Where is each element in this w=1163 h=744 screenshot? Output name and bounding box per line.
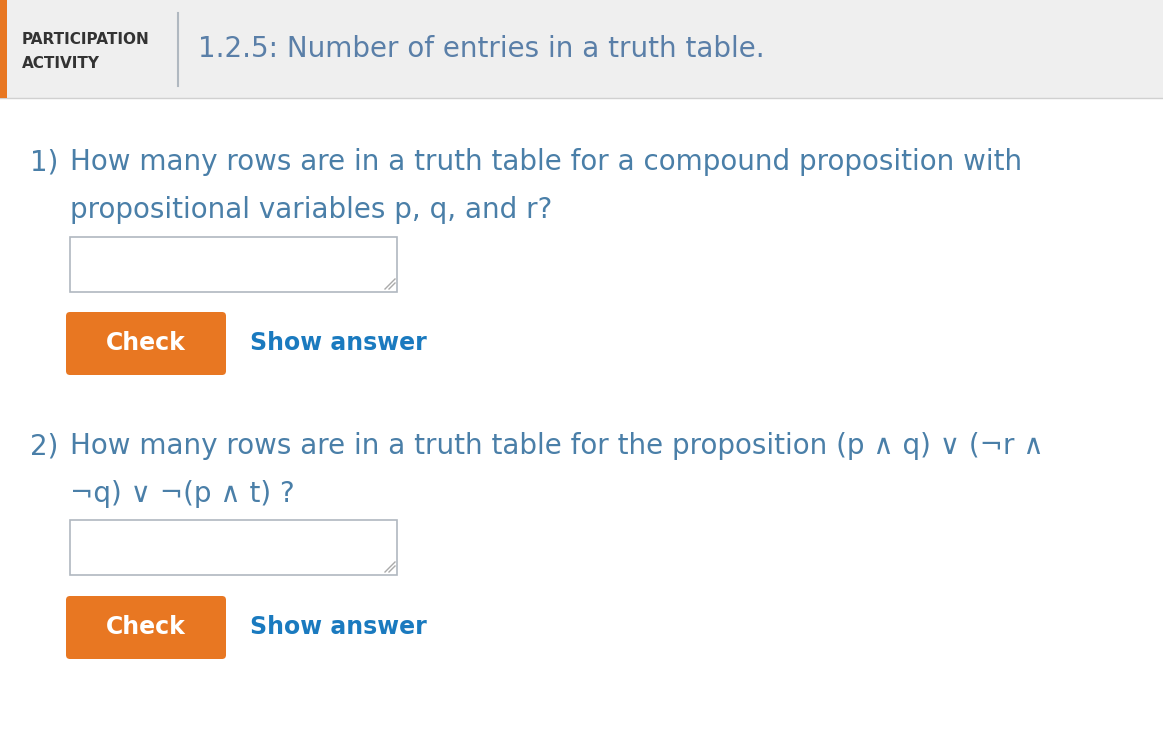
FancyBboxPatch shape [66,596,226,659]
FancyBboxPatch shape [0,0,1163,98]
Text: How many rows are in a truth table for a compound proposition with: How many rows are in a truth table for a… [70,148,1022,176]
FancyBboxPatch shape [70,237,397,292]
FancyBboxPatch shape [0,0,7,98]
FancyBboxPatch shape [70,520,397,575]
Text: PARTICIPATION: PARTICIPATION [22,33,150,48]
Text: 1.2.5: Number of entries in a truth table.: 1.2.5: Number of entries in a truth tabl… [198,35,764,63]
Text: Show answer: Show answer [250,615,427,640]
Text: Show answer: Show answer [250,332,427,356]
Text: 2): 2) [30,432,58,460]
Text: ACTIVITY: ACTIVITY [22,56,100,71]
Text: Check: Check [106,332,186,356]
Text: Check: Check [106,615,186,640]
FancyBboxPatch shape [66,312,226,375]
Text: ¬q) ∨ ¬(p ∧ t) ?: ¬q) ∨ ¬(p ∧ t) ? [70,480,294,508]
Text: propositional variables p, q, and r?: propositional variables p, q, and r? [70,196,552,224]
Text: 1): 1) [30,148,58,176]
Text: How many rows are in a truth table for the proposition (p ∧ q) ∨ (¬r ∧: How many rows are in a truth table for t… [70,432,1043,460]
